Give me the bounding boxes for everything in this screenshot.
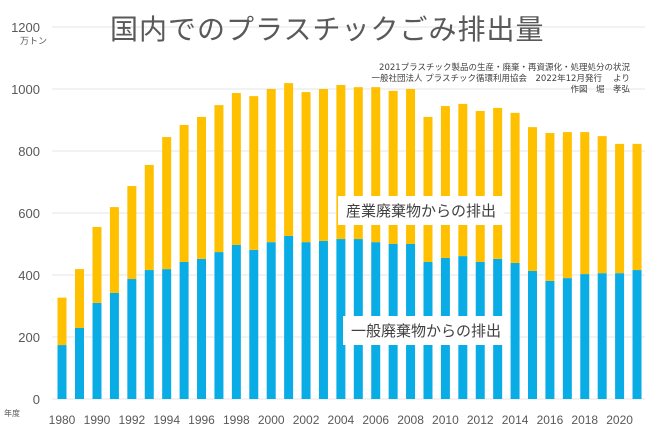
x-tick-label: 2010 — [432, 413, 459, 427]
bar-industrial-1991 — [109, 207, 119, 293]
bar-industrial-1994 — [162, 137, 172, 270]
bar-general-1996 — [197, 258, 207, 399]
x-tick-label: 2016 — [537, 413, 564, 427]
bar-industrial-1996 — [197, 116, 207, 259]
bar-industrial-2013 — [493, 107, 503, 259]
bar-industrial-2018 — [580, 132, 590, 275]
bar-general-2018 — [580, 274, 590, 399]
bar-general-1990 — [92, 302, 102, 399]
bar-industrial-1980 — [57, 297, 67, 346]
chart-title: 国内でのプラスチックごみ排出量 — [110, 13, 545, 46]
bar-general-1985 — [75, 328, 84, 399]
x-tick-label: 1980 — [49, 413, 76, 427]
bar-industrial-2012 — [475, 111, 485, 262]
bar-industrial-2001 — [284, 83, 294, 236]
y-tick-label: 1200 — [11, 20, 40, 35]
bar-industrial-2021 — [632, 143, 642, 271]
x-tick-label: 1996 — [188, 413, 215, 427]
source-line-2: 一般社団法人 プラスチック循環利用協会 2022年12月発行 より — [371, 74, 630, 84]
bar-general-1995 — [179, 261, 189, 399]
bar-general-2001 — [284, 235, 294, 399]
bar-general-2000 — [266, 242, 276, 399]
bar-general-1980 — [57, 345, 67, 399]
bar-general-2004 — [336, 239, 346, 399]
y-tick-label: 1000 — [11, 82, 40, 97]
bars — [57, 83, 642, 399]
x-tick-label: 1990 — [84, 413, 111, 427]
bar-industrial-1990 — [92, 226, 102, 303]
x-tick-label: 2000 — [258, 413, 285, 427]
bar-industrial-1997 — [214, 105, 224, 253]
x-tick-label: 2018 — [571, 413, 598, 427]
bar-general-2020 — [615, 273, 625, 399]
x-axis-ticks: 1980 1990 1992 1994 1996 1998 2000 2002 2004 2006… — [49, 413, 634, 427]
bar-general-2019 — [597, 273, 607, 399]
bar-industrial-1993 — [144, 164, 154, 271]
x-tick-label: 1998 — [223, 413, 250, 427]
x-tick-label: 1992 — [118, 413, 145, 427]
x-tick-label: 2008 — [397, 413, 424, 427]
bar-industrial-2009 — [423, 116, 433, 262]
bar-industrial-2002 — [301, 92, 311, 243]
y-tick-label: 0 — [33, 392, 40, 407]
bar-industrial-1992 — [127, 186, 137, 280]
bar-industrial-2011 — [458, 103, 468, 257]
x-tick-label: 2014 — [502, 413, 529, 427]
bar-general-2021 — [632, 270, 642, 399]
bar-industrial-2008 — [406, 89, 416, 244]
bar-industrial-1999 — [249, 96, 259, 250]
x-tick-label: 2002 — [293, 413, 320, 427]
year-axis-label: 年度 — [4, 409, 20, 418]
y-axis-ticks: 0 200 400 600 800 1000 1200 — [11, 20, 40, 407]
bar-general-2017 — [562, 278, 572, 399]
x-tick-label: 1994 — [153, 413, 180, 427]
source-note: 2021プラスチック製品の生産・廃棄・再資源化・処理処分の状況 一般社団法人 プ… — [371, 63, 630, 96]
bar-general-2014 — [510, 262, 520, 399]
source-line-1: 2021プラスチック製品の生産・廃棄・再資源化・処理処分の状況 — [379, 63, 630, 73]
bar-industrial-2020 — [615, 143, 625, 274]
y-tick-label: 800 — [18, 144, 40, 159]
bar-industrial-2005 — [353, 87, 363, 240]
bar-industrial-1998 — [231, 93, 241, 245]
bar-industrial-2004 — [336, 84, 346, 240]
bar-industrial-2007 — [388, 90, 398, 244]
bar-general-1991 — [109, 292, 119, 399]
y-tick-label: 200 — [18, 330, 40, 345]
y-tick-label: 400 — [18, 268, 40, 283]
y-tick-label: 600 — [18, 206, 40, 221]
bar-industrial-2000 — [266, 89, 276, 243]
bar-industrial-2014 — [510, 112, 520, 263]
bar-industrial-2006 — [371, 87, 381, 243]
bar-industrial-2019 — [597, 136, 607, 274]
bar-industrial-2010 — [440, 106, 450, 258]
bar-general-2002 — [301, 242, 311, 399]
source-line-3: 作図 堀 孝弘 — [570, 85, 630, 95]
bar-general-2016 — [545, 280, 555, 399]
bar-general-1994 — [162, 269, 172, 399]
x-tick-label: 2012 — [467, 413, 494, 427]
x-tick-label: 2006 — [362, 413, 389, 427]
bar-industrial-2003 — [318, 89, 328, 241]
x-tick-label: 2020 — [606, 413, 633, 427]
x-tick-label: 2004 — [328, 413, 355, 427]
bar-industrial-1995 — [179, 124, 189, 262]
bar-general-1992 — [127, 279, 137, 399]
bar-industrial-2017 — [562, 132, 572, 279]
bar-industrial-2016 — [545, 133, 555, 281]
bar-industrial-1985 — [75, 269, 84, 329]
annotation-general: 一般廃棄物からの排出 — [343, 316, 510, 345]
bar-general-1993 — [144, 270, 154, 399]
bar-general-2015 — [528, 270, 537, 399]
annotation-industrial: 産業廃棄物からの排出 — [338, 196, 505, 225]
bar-general-1998 — [231, 244, 241, 399]
bar-general-1999 — [249, 249, 259, 399]
unit-label: 万トン — [20, 37, 48, 47]
bar-general-2003 — [318, 240, 328, 399]
bar-general-1997 — [214, 252, 224, 399]
bar-industrial-2015 — [528, 127, 537, 271]
